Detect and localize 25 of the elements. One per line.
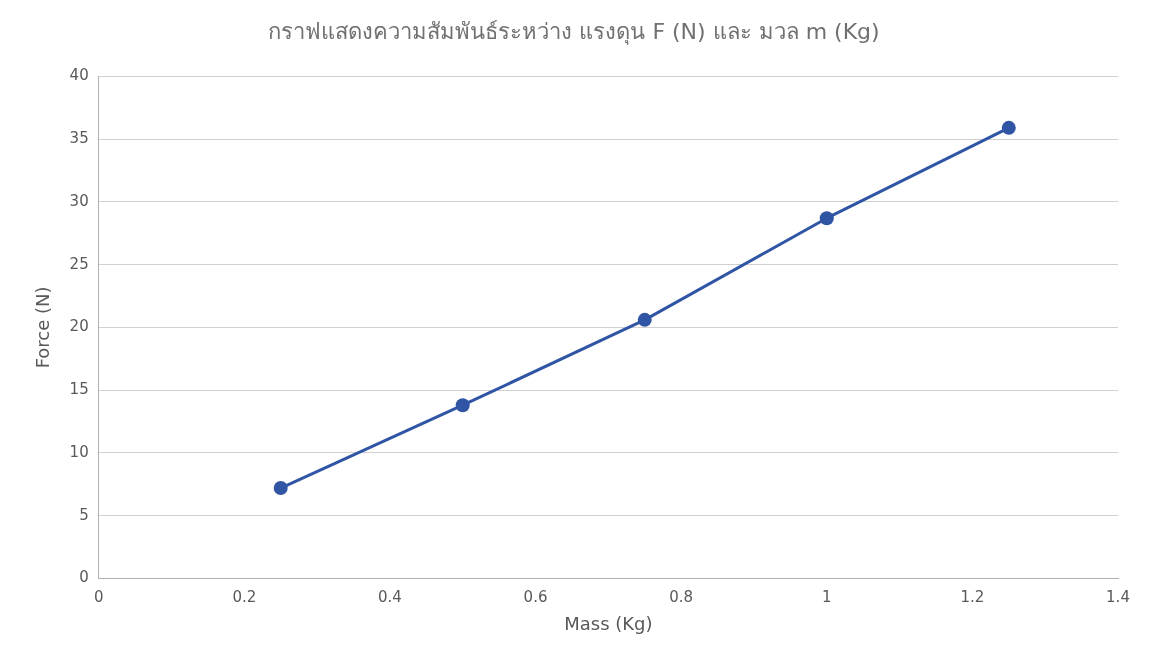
y-tick-label: 20: [69, 317, 89, 336]
x-tick-label: 0.2: [232, 588, 257, 607]
point: [455, 398, 470, 413]
y-axis-title: Force (N): [32, 286, 54, 369]
point: [819, 211, 834, 226]
y-tick-label: 5: [79, 505, 89, 524]
x-tick-label: 0: [93, 588, 104, 607]
y-tick-label: 10: [69, 442, 89, 461]
x-tick-label: 1.4: [1106, 588, 1130, 607]
y-tick-label: 40: [69, 66, 89, 85]
y-tick-label: 35: [69, 129, 89, 148]
y-tick-label: 25: [69, 254, 89, 273]
y-tick-label: 15: [69, 380, 89, 399]
y-tick-label: 30: [69, 191, 89, 210]
x-tick-label: 0.4: [377, 588, 402, 607]
x-tick-label: 0.6: [523, 588, 548, 607]
x-axis-title: Mass (Kg): [564, 612, 653, 634]
chart-title: กราฟแสดงความสัมพันธ์ระหว่าง แรงดุน F (N) และ มวล m (Kg): [268, 18, 880, 45]
y-tick-label: 0: [79, 568, 89, 587]
point: [1001, 120, 1016, 135]
x-tick-label: 1: [821, 588, 832, 607]
point: [637, 312, 652, 327]
point: [273, 481, 288, 496]
x-tick-label: 1.2: [960, 588, 985, 607]
x-tick-label: 0.8: [669, 588, 694, 607]
